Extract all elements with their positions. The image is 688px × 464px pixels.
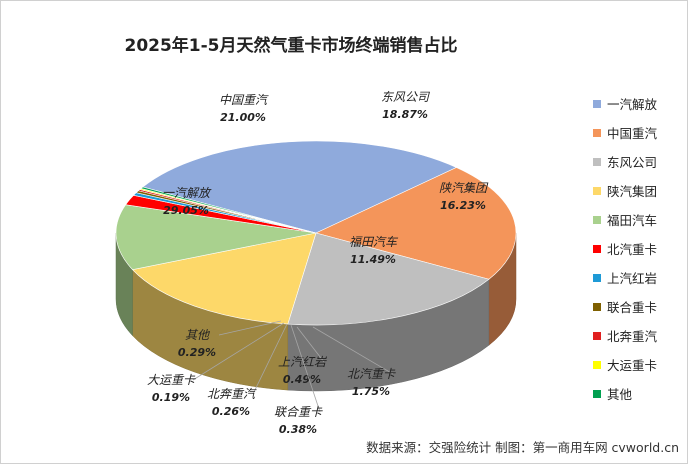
slice-value-中国重汽: 21.00% — [220, 111, 266, 124]
pie-slice-东风公司 — [287, 232, 490, 326]
legend-swatch — [593, 389, 601, 398]
leader-line-其他 — [218, 320, 282, 336]
slice-label-福田汽车: 福田汽车 — [349, 235, 399, 249]
slice-label-中国重汽: 中国重汽 — [219, 93, 269, 107]
legend-item-联合重卡: 联合重卡 — [593, 292, 683, 321]
legend-swatch — [593, 302, 601, 311]
legend-swatch — [593, 273, 601, 282]
slice-value-上汽红岩: 0.49% — [283, 373, 321, 386]
legend-label: 陕汽集团 — [607, 184, 658, 199]
legend-swatch — [593, 331, 601, 340]
legend-swatch — [593, 157, 601, 166]
legend-swatch — [593, 215, 601, 224]
legend-label: 东风公司 — [607, 155, 658, 170]
legend-item-陕汽集团: 陕汽集团 — [593, 176, 683, 205]
slice-value-福田汽车: 11.49% — [350, 253, 396, 266]
legend-label: 上汽红岩 — [607, 271, 658, 286]
legend-item-上汽红岩: 上汽红岩 — [593, 263, 683, 292]
legend-label: 北汽重卡 — [607, 242, 658, 257]
legend-item-东风公司: 东风公司 — [593, 147, 683, 176]
slice-label-陕汽集团: 陕汽集团 — [439, 181, 489, 195]
slice-value-一汽解放: 29.05% — [163, 204, 209, 217]
leader-line-大运重卡 — [192, 322, 285, 381]
slice-label-上汽红岩: 上汽红岩 — [278, 355, 327, 369]
legend-item-福田汽车: 福田汽车 — [593, 205, 683, 234]
legend-label: 一汽解放 — [607, 97, 658, 112]
slice-value-北奔重汽: 0.26% — [212, 405, 250, 418]
legend-swatch — [593, 244, 601, 253]
slice-label-北汽重卡: 北汽重卡 — [347, 367, 396, 381]
legend-label: 其他 — [607, 387, 633, 402]
legend-item-其他: 其他 — [593, 379, 683, 408]
pie-slice-其他 — [140, 186, 317, 234]
legend-swatch — [593, 128, 601, 137]
slice-label-大运重卡: 大运重卡 — [147, 373, 196, 387]
slice-label-联合重卡: 联合重卡 — [274, 405, 323, 419]
legend-item-北汽重卡: 北汽重卡 — [593, 234, 683, 263]
source-note: 数据来源：交强险统计 制图：第一商用车网 cvworld.cn — [366, 440, 679, 455]
pie-slice-中国重汽 — [315, 167, 517, 280]
leader-line-联合重卡 — [290, 324, 321, 413]
legend-label: 福田汽车 — [607, 213, 658, 228]
pie-labels: 一汽解放 29.05% 中国重汽 21.00% 东风公司 18.87% 陕汽集团 16.23%… — [147, 90, 489, 436]
legend-label: 中国重汽 — [607, 126, 658, 141]
slice-label-其他: 其他 — [185, 328, 211, 342]
legend-item-中国重汽: 中国重汽 — [593, 118, 683, 147]
leader-line-北汽重卡 — [312, 326, 394, 375]
chart-title: 2025年1-5月天然气重卡市场终端销售占比 — [124, 36, 458, 56]
legend-item-北奔重汽: 北奔重汽 — [593, 321, 683, 350]
pie-slice-福田汽车 — [115, 204, 317, 270]
slice-value-大运重卡: 0.19% — [152, 391, 190, 404]
slice-label-北奔重汽: 北奔重汽 — [207, 387, 257, 401]
legend-swatch — [593, 360, 601, 369]
legend-item-一汽解放: 一汽解放 — [593, 89, 683, 118]
legend-label: 联合重卡 — [607, 300, 658, 315]
slice-label-东风公司: 东风公司 — [381, 90, 430, 104]
slice-value-联合重卡: 0.38% — [279, 423, 317, 436]
slice-label-一汽解放: 一汽解放 — [162, 186, 212, 200]
slice-value-其他: 0.29% — [178, 346, 216, 359]
pie-top — [115, 140, 517, 326]
slice-value-东风公司: 18.87% — [382, 108, 428, 121]
legend-swatch — [593, 99, 601, 108]
legend-swatch — [593, 186, 601, 195]
legend-label: 北奔重汽 — [607, 329, 658, 344]
legend-item-大运重卡: 大运重卡 — [593, 350, 683, 379]
legend-label: 大运重卡 — [607, 358, 658, 373]
leader-line-北奔重汽 — [252, 323, 288, 395]
pie-sides — [115, 232, 517, 392]
pie-slice-陕汽集团 — [131, 232, 317, 325]
slice-value-陕汽集团: 16.23% — [440, 199, 486, 212]
slice-value-北汽重卡: 1.75% — [352, 385, 390, 398]
pie-slice-一汽解放 — [142, 140, 458, 234]
leader-line-上汽红岩 — [296, 326, 325, 363]
legend: 一汽解放中国重汽东风公司陕汽集团福田汽车北汽重卡上汽红岩联合重卡北奔重汽大运重卡… — [593, 89, 683, 408]
